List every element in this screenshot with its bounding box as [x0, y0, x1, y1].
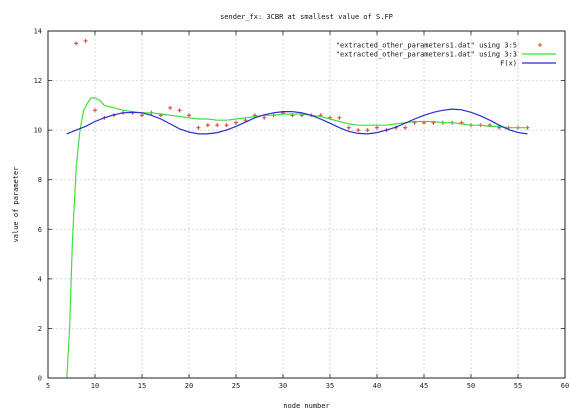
- y-tick-label: 2: [38, 325, 42, 333]
- x-tick-label: 45: [420, 382, 428, 390]
- data-point: [346, 125, 351, 130]
- data-point: [224, 123, 229, 128]
- data-point: [403, 125, 408, 130]
- x-tick-label: 55: [514, 382, 522, 390]
- x-tick-label: 20: [185, 382, 193, 390]
- x-tick-label: 60: [561, 382, 569, 390]
- y-tick-label: 10: [34, 127, 42, 135]
- series-line: [66, 108, 528, 135]
- data-point: [262, 115, 267, 120]
- data-point: [74, 41, 79, 46]
- data-point: [177, 108, 182, 113]
- legend-entry-label: "extracted_other_parameters1.dat" using …: [336, 51, 517, 59]
- tick-layer: 5 10 15 20 25 30 35 40 45 50 55 60 0 2 4 6 8 10 12 14: [34, 28, 570, 391]
- x-tick-label: 40: [373, 382, 381, 390]
- legend-entry-label: "extracted_other_parameters1.dat" using …: [336, 42, 517, 50]
- data-point: [365, 128, 370, 133]
- data-point: [356, 128, 361, 133]
- x-tick-label: 15: [138, 382, 146, 390]
- plot-frame: [47, 30, 566, 379]
- x-tick-label: 30: [279, 382, 287, 390]
- data-point: [234, 120, 238, 125]
- data-point: [83, 38, 88, 43]
- x-tick-label: 50: [467, 382, 475, 390]
- data-point: [140, 113, 144, 118]
- y-axis-label: value of parameter: [12, 167, 20, 243]
- y-tick-label: 0: [38, 375, 42, 383]
- data-point: [187, 113, 191, 118]
- x-tick-label: 35: [326, 382, 334, 390]
- data-point: [337, 115, 342, 120]
- x-axis-label: node number: [283, 402, 329, 410]
- series-3: [66, 108, 528, 135]
- data-point: [168, 105, 173, 110]
- data-point: [93, 108, 97, 113]
- legend: "extracted_other_parameters1.dat" using …: [336, 42, 556, 68]
- y-tick-label: 6: [38, 226, 42, 234]
- x-tick-label: 5: [46, 382, 50, 390]
- series-line: [66, 97, 528, 379]
- chart-title: sender_fx: 3CBR at smallest value of S.F…: [220, 13, 393, 21]
- y-tick-label: 8: [38, 176, 42, 184]
- x-tick-label: 25: [232, 382, 240, 390]
- y-tick-label: 14: [34, 28, 42, 36]
- data-point: [205, 123, 210, 128]
- data-point: [375, 125, 379, 130]
- series-2: [66, 97, 528, 379]
- y-tick-label: 12: [34, 77, 42, 85]
- grid-layer: [48, 31, 565, 378]
- data-point: [196, 125, 201, 130]
- legend-swatch: [538, 43, 542, 47]
- data-point: [215, 123, 220, 128]
- legend-entry-label: F(x): [500, 60, 517, 68]
- series-layer: [66, 38, 530, 379]
- y-tick-label: 4: [38, 275, 42, 283]
- x-tick-label: 10: [91, 382, 99, 390]
